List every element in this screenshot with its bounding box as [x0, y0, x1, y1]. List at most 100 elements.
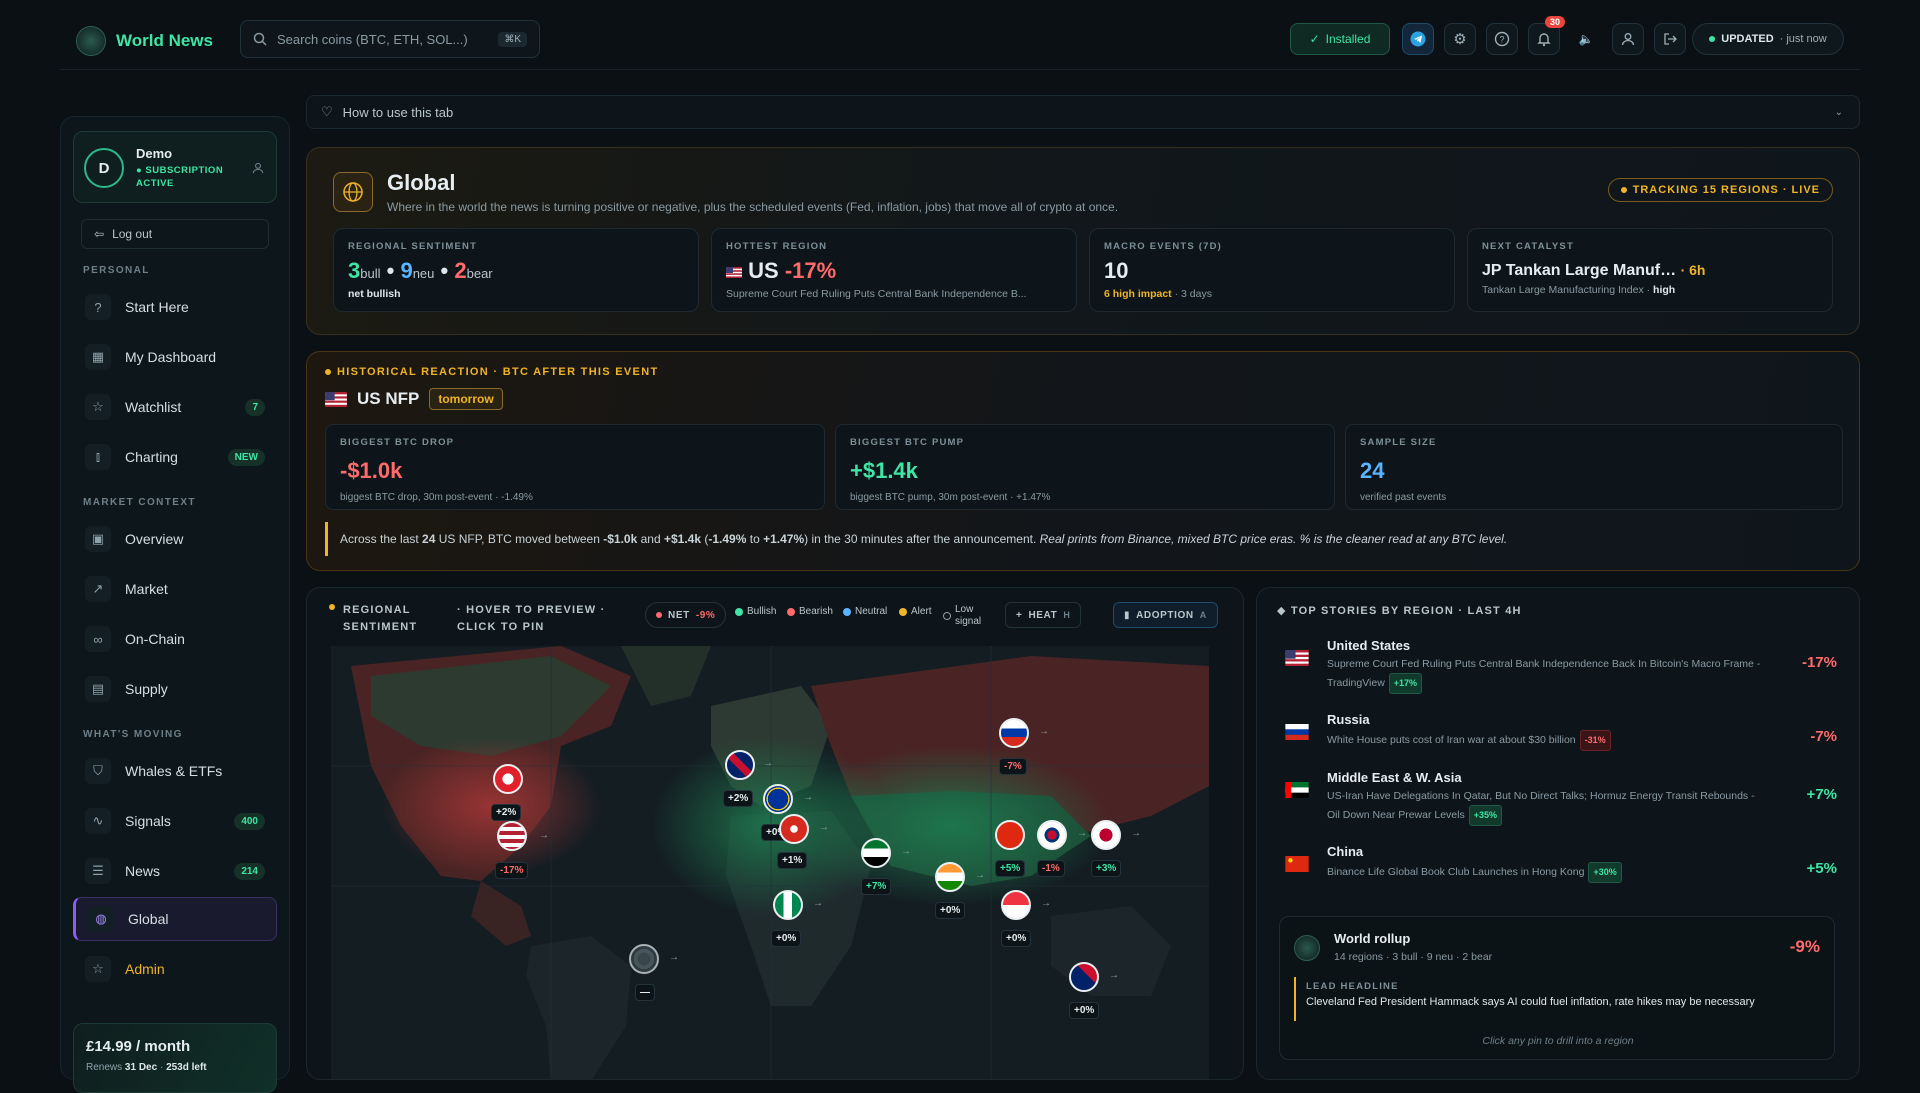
user-card: D Demo ● SUBSCRIPTION ACTIVE [73, 131, 277, 203]
mute-button[interactable]: 🔈 [1570, 23, 1602, 55]
sidebar-item-admin[interactable]: ☆ Admin [73, 947, 277, 991]
avatar: D [84, 148, 124, 188]
historical-label: HISTORICAL REACTION · BTC AFTER THIS EVE… [325, 366, 658, 378]
how-to-use-toggle[interactable]: ♡ How to use this tab ⌄ [306, 95, 1860, 129]
subscription-card[interactable]: £14.99 / month Renews 31 Dec · 253d left [73, 1023, 277, 1093]
story-change: +7% [1806, 786, 1837, 803]
help-button[interactable]: ? [1486, 23, 1518, 55]
story-item-china[interactable]: China Binance Life Global Book Club Laun… [1275, 844, 1845, 894]
search-input[interactable]: Search coins (BTC, ETH, SOL...) ⌘K [240, 20, 540, 58]
pump-value: +$1.4k [850, 458, 918, 483]
pin-canada[interactable] [493, 764, 523, 794]
sidebar-item-supply[interactable]: ▤ Supply [73, 667, 277, 711]
sidebar-item-market[interactable]: ↗ Market [73, 567, 277, 611]
macro-events-stat[interactable]: MACRO EVENTS (7D) 10 6 high impact · 3 d… [1089, 228, 1455, 312]
pin-china[interactable] [995, 820, 1025, 850]
signout-button[interactable] [1654, 23, 1686, 55]
pin-nigeria[interactable] [773, 890, 803, 920]
section-personal: PERSONAL [83, 265, 150, 276]
rollup-sub: 14 regions · 3 bull · 9 neu · 2 bear [1334, 951, 1493, 963]
pin-label-nigeria: +0% [771, 930, 802, 947]
sidebar-item-global[interactable]: ◍ Global [73, 897, 277, 941]
net-label: net bullish [348, 288, 401, 300]
pin-brazil[interactable] [629, 944, 659, 974]
live-dot-icon [329, 604, 335, 610]
live-dot-icon [1709, 36, 1716, 42]
pump-sub: biggest BTC pump, 30m post-event · +1.47… [850, 492, 1051, 503]
grid-icon: ▣ [85, 526, 111, 552]
stat-label: SAMPLE SIZE [1360, 437, 1437, 448]
layout-icon: ▤ [85, 676, 111, 702]
top-stories-card: ◆ TOP STORIES BY REGION · LAST 4H United… [1256, 587, 1860, 1080]
pin-south-korea[interactable] [1037, 820, 1067, 850]
search-placeholder: Search coins (BTC, ETH, SOL...) [277, 31, 468, 47]
pin-label-south-korea: -1% [1037, 860, 1065, 877]
pin-label-russia: -7% [999, 758, 1027, 775]
arrow-icon: → [1131, 828, 1141, 839]
pin-russia[interactable] [999, 718, 1029, 748]
pin-india[interactable] [935, 862, 965, 892]
story-item-russia[interactable]: Russia White House puts cost of Iran war… [1275, 712, 1845, 762]
signals-count: 400 [234, 812, 265, 830]
dashboard-icon: ▦ [85, 344, 111, 370]
arrow-icon: → [1039, 726, 1049, 737]
pin-singapore[interactable] [1001, 890, 1031, 920]
notifications-button[interactable]: 30 [1528, 16, 1565, 55]
bar-chart-icon: ▮ [1124, 609, 1131, 621]
shield-icon: ⛉ [85, 758, 111, 784]
profile-button[interactable] [1612, 23, 1644, 55]
sample-value: 24 [1360, 458, 1385, 483]
telegram-button[interactable] [1402, 23, 1434, 55]
story-change: -7% [1810, 728, 1837, 745]
logout-icon: ⇦ [94, 227, 105, 241]
section-whats-moving: WHAT'S MOVING [83, 729, 183, 740]
map-hint: · HOVER TO PREVIEW · CLICK TO PIN [457, 604, 606, 633]
sidebar-item-on-chain[interactable]: ∞ On-Chain [73, 617, 277, 661]
world-map[interactable]: +2% -17% → +2% → +0% → +1% → -7% → +7% →… [331, 646, 1209, 1079]
pin-middle-east[interactable] [861, 838, 891, 868]
sidebar-item-signals[interactable]: ∿ Signals 400 [73, 799, 277, 843]
sidebar-item-label: Market [125, 581, 168, 597]
chevron-down-icon: ⌄ [1834, 106, 1843, 118]
lead-headline: LEAD HEADLINE Cleveland Fed President Ha… [1294, 977, 1820, 1021]
world-icon [1294, 935, 1320, 961]
world-rollup[interactable]: World rollup 14 regions · 3 bull · 9 neu… [1279, 916, 1835, 1060]
logout-button[interactable]: ⇦ Log out [81, 219, 269, 249]
story-item-us[interactable]: United States Supreme Court Fed Ruling P… [1275, 638, 1845, 698]
installed-button[interactable]: ✓ Installed [1290, 23, 1390, 55]
sidebar-item-dashboard[interactable]: ▦ My Dashboard [73, 335, 277, 379]
us-flag-icon [726, 266, 742, 278]
pin-australia[interactable] [1069, 962, 1099, 992]
globe-icon: ◍ [88, 906, 114, 932]
sidebar-item-label: Overview [125, 531, 184, 547]
sidebar-item-overview[interactable]: ▣ Overview [73, 517, 277, 561]
arrow-icon: → [819, 822, 829, 833]
brand[interactable]: World News [76, 26, 213, 56]
sidebar-item-charting[interactable]: ⫾ Charting NEW [73, 435, 277, 479]
next-catalyst-title: JP Tankan Large Manuf… · 6h [1482, 262, 1706, 279]
hottest-region-stat[interactable]: HOTTEST REGION US -17% Supreme Court Fed… [711, 228, 1077, 312]
pin-switzerland[interactable] [779, 814, 809, 844]
sidebar-item-start-here[interactable]: ? Start Here [73, 285, 277, 329]
stat-label: BIGGEST BTC PUMP [850, 437, 965, 448]
sidebar-item-whales-etfs[interactable]: ⛉ Whales & ETFs [73, 749, 277, 793]
news-count: 214 [234, 862, 265, 880]
story-item-middle-east[interactable]: Middle East & W. Asia US-Iran Have Deleg… [1275, 770, 1845, 830]
user-icon[interactable] [252, 162, 264, 174]
adoption-toggle[interactable]: ▮ ADOPTION A [1113, 602, 1218, 628]
pin-united-kingdom[interactable] [725, 750, 755, 780]
heat-toggle[interactable]: + HEAT H [1005, 602, 1082, 628]
settings-button[interactable]: ⚙ [1444, 23, 1476, 55]
next-catalyst-stat[interactable]: NEXT CATALYST JP Tankan Large Manuf… · 6… [1467, 228, 1833, 312]
arrow-icon: → [1041, 898, 1051, 909]
help-circle-icon: ? [1494, 31, 1510, 47]
sidebar-item-label: On-Chain [125, 631, 185, 647]
sidebar-item-watchlist[interactable]: ☆ Watchlist 7 [73, 385, 277, 429]
sidebar-item-news[interactable]: ☰ News 214 [73, 849, 277, 893]
pin-japan[interactable] [1091, 820, 1121, 850]
installed-label: Installed [1325, 32, 1371, 46]
stat-label: HOTTEST REGION [726, 241, 828, 252]
pin-united-states[interactable] [497, 821, 527, 851]
sidebar-item-label: Charting [125, 449, 178, 465]
pin-eurozone[interactable] [763, 784, 793, 814]
